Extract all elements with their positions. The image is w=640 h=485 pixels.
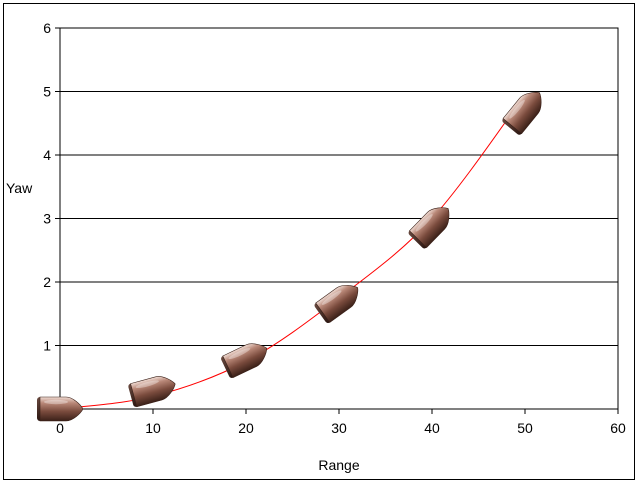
ticks-layer: 01234560102030405060	[43, 20, 626, 436]
x-tick-label: 60	[610, 420, 626, 436]
x-tick-label: 40	[424, 420, 440, 436]
y-tick-label: 6	[43, 20, 51, 36]
y-axis-label: Yaw	[6, 180, 33, 196]
x-tick-label: 20	[238, 420, 254, 436]
x-tick-label: 10	[145, 420, 161, 436]
bullet-icon	[221, 343, 268, 379]
y-tick-label: 5	[43, 84, 51, 100]
trendline	[59, 94, 526, 410]
y-tick-label: 1	[43, 338, 51, 354]
x-tick-label: 30	[331, 420, 347, 436]
y-tick-label: 4	[43, 147, 51, 163]
y-tick-label: 2	[43, 274, 51, 290]
bullet-icon	[408, 207, 450, 249]
bullet-icon	[314, 285, 359, 324]
y-tick-label: 3	[43, 211, 51, 227]
points-layer	[37, 92, 542, 422]
x-tick-label: 0	[56, 420, 64, 436]
x-axis-label: Range	[318, 457, 359, 473]
x-tick-label: 50	[517, 420, 533, 436]
bullet-icon	[128, 376, 176, 408]
bullet-icon	[37, 396, 84, 422]
chart-frame	[3, 3, 635, 480]
bullet-icon	[502, 92, 542, 135]
